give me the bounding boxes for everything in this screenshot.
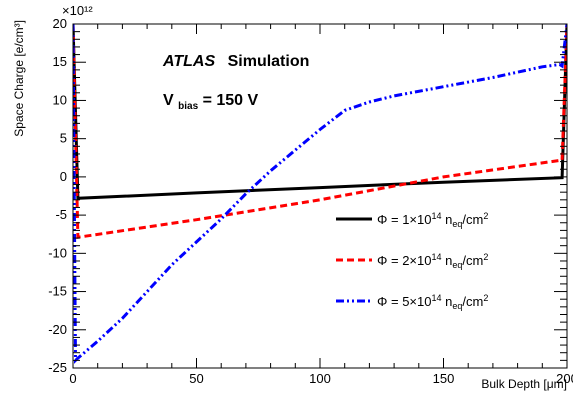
legend-label-3: Φ = 5×1014 neq/cm2 xyxy=(377,293,488,311)
y-tick-label: -20 xyxy=(48,322,67,337)
y-tick-label: -5 xyxy=(55,207,67,222)
legend: Φ = 1×1014 neq/cm2 Φ = 2×1014 neq/cm2 Φ = … xyxy=(336,211,488,311)
y-tick-label: 20 xyxy=(53,16,67,31)
x-axis-title: Bulk Depth [μm] xyxy=(481,377,567,391)
series-line-1 xyxy=(73,24,567,200)
x-tick-label: 200 xyxy=(556,371,573,386)
x-tick-label: 0 xyxy=(69,371,76,386)
y-exponent-label: ×10¹² xyxy=(62,3,93,18)
y-tick-label: -15 xyxy=(48,284,67,299)
y-tick-label: 10 xyxy=(53,92,67,107)
y-tick-label: 15 xyxy=(53,54,67,69)
y-tick-label: 5 xyxy=(60,131,67,146)
vbias-v: V xyxy=(163,92,174,109)
atlas-annotation: ATLAS Simulation xyxy=(162,53,309,70)
atlas-label: ATLAS xyxy=(162,53,215,70)
x-tick-label: 100 xyxy=(309,371,331,386)
simulation-label: Simulation xyxy=(228,53,310,70)
legend-label-2: Φ = 2×1014 neq/cm2 xyxy=(377,252,488,270)
y-tick-label: 0 xyxy=(60,169,67,184)
vbias-annotation: V bias = 150 V xyxy=(163,92,259,113)
y-tick-label: -10 xyxy=(48,245,67,260)
x-tick-label: 150 xyxy=(433,371,455,386)
vbias-value: = 150 V xyxy=(203,92,259,109)
ticks-layer: -25-20-15-10-505101520050100150200 xyxy=(48,16,573,386)
series-layer xyxy=(73,24,567,364)
series-line-2 xyxy=(73,24,567,240)
series-line-3 xyxy=(73,24,567,364)
vbias-subscript: bias xyxy=(178,101,198,112)
x-tick-label: 50 xyxy=(189,371,203,386)
y-tick-label: -25 xyxy=(48,360,67,375)
y-axis-title: Space Charge [e/cm³] xyxy=(12,20,26,137)
legend-label-1: Φ = 1×1014 neq/cm2 xyxy=(377,211,488,229)
